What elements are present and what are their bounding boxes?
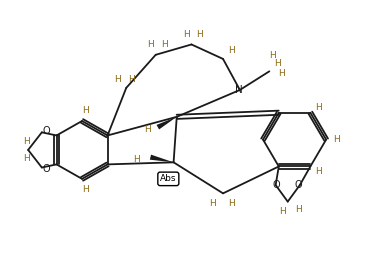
Text: H: H <box>274 59 281 68</box>
Text: H: H <box>209 199 216 208</box>
Text: O: O <box>42 164 50 173</box>
Text: H: H <box>144 125 151 134</box>
Text: H: H <box>315 167 322 176</box>
Text: H: H <box>228 199 235 208</box>
Text: H: H <box>82 106 89 115</box>
Text: H: H <box>279 207 286 216</box>
Text: H: H <box>133 155 140 164</box>
Text: H: H <box>23 137 30 146</box>
Polygon shape <box>157 117 177 129</box>
Text: O: O <box>295 180 303 190</box>
Polygon shape <box>150 155 174 162</box>
Text: H: H <box>147 40 154 49</box>
Text: H: H <box>269 51 276 60</box>
Text: Abs: Abs <box>160 174 177 183</box>
Text: H: H <box>278 69 285 78</box>
Text: H: H <box>333 135 340 144</box>
Text: N: N <box>235 85 243 95</box>
Text: H: H <box>228 46 235 55</box>
Text: H: H <box>183 30 190 39</box>
Text: H: H <box>295 206 302 214</box>
Text: H: H <box>197 30 203 39</box>
Text: H: H <box>23 154 30 163</box>
Text: O: O <box>42 126 50 136</box>
Text: H: H <box>82 185 89 194</box>
Text: O: O <box>273 180 280 190</box>
Text: H: H <box>114 75 121 84</box>
Text: H: H <box>161 40 167 49</box>
Text: H: H <box>315 103 322 112</box>
Text: H: H <box>128 75 135 84</box>
